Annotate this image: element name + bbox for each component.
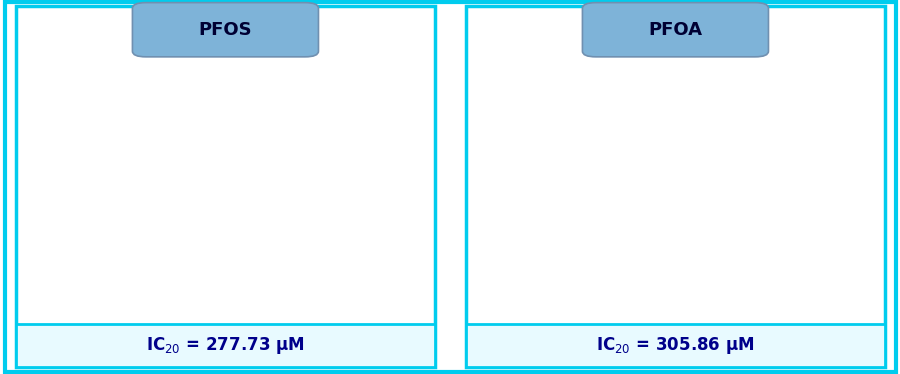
Text: IC$_{20}$ = 277.73 μM: IC$_{20}$ = 277.73 μM [146,335,305,356]
Y-axis label: Viability (%): Viability (%) [503,150,517,231]
Y-axis label: Viability (%): Viability (%) [53,150,67,231]
X-axis label: Concentation (μM): Concentation (μM) [647,330,770,343]
Text: IC$_{20}$ = 305.86 μM: IC$_{20}$ = 305.86 μM [597,335,754,356]
X-axis label: Concentation (μM): Concentation (μM) [197,330,320,343]
Text: PFOA: PFOA [648,21,703,39]
Text: PFOS: PFOS [199,21,252,39]
